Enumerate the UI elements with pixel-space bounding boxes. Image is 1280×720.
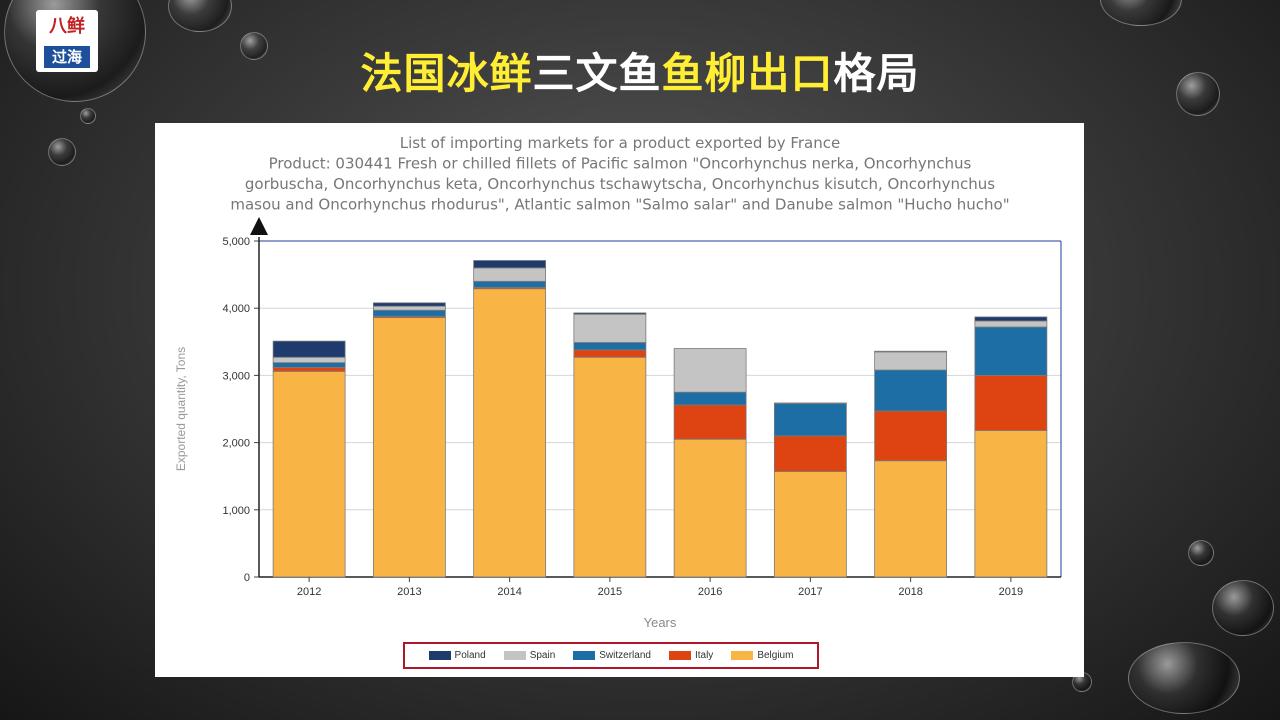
bar-segment-switzerland	[473, 280, 547, 288]
slide-title-part: 三文鱼	[532, 49, 662, 98]
brand-logo: 八鲜 过海	[36, 10, 98, 72]
water-drop-decoration	[1212, 580, 1274, 636]
bar-segment-switzerland	[773, 403, 847, 437]
water-drop-decoration	[1176, 72, 1220, 116]
legend-label: Poland	[454, 650, 486, 661]
water-drop-decoration	[1188, 540, 1214, 566]
bar-segment-poland	[272, 340, 346, 358]
bar-segment-italy	[573, 349, 647, 358]
bar-segment-belgium	[974, 430, 1048, 578]
bar-segment-spain	[874, 351, 948, 371]
bar-segment-switzerland	[272, 362, 346, 368]
bar-segment-switzerland	[372, 309, 446, 317]
bar-segment-spain	[573, 313, 647, 343]
y-tick-label: 1,000	[222, 505, 250, 517]
y-tick-label: 5,000	[222, 236, 250, 248]
y-axis-arrow-icon	[250, 217, 268, 235]
legend-swatch	[428, 651, 451, 660]
bar-segment-belgium	[673, 438, 747, 578]
bar-segment-italy	[874, 410, 948, 462]
water-drop-decoration	[48, 138, 76, 166]
x-tick-label: 2014	[497, 586, 521, 598]
bar-segment-italy	[773, 435, 847, 472]
slide-title-part: 鱼柳出口	[661, 49, 834, 98]
x-tick-label: 2016	[698, 586, 722, 598]
x-axis-label: Years	[644, 615, 677, 630]
bar-segment-italy	[974, 374, 1048, 431]
bar-segment-switzerland	[974, 326, 1048, 376]
chart-legend: Poland Spain Switzerland Italy Belgium	[403, 642, 819, 669]
bar-segment-poland	[974, 316, 1048, 322]
bar-segment-spain	[673, 348, 747, 393]
bar-segment-belgium	[573, 356, 647, 578]
logo-text-bottom: 过海	[44, 46, 90, 68]
y-tick-label: 2,000	[222, 438, 250, 450]
water-drop-decoration	[240, 32, 268, 60]
bar-segment-poland	[874, 350, 948, 353]
water-drop-decoration	[1100, 0, 1182, 26]
y-tick-label: 3,000	[222, 370, 250, 382]
bar-segment-belgium	[773, 471, 847, 578]
x-tick-label: 2015	[598, 586, 622, 598]
slide-title: 法国冰鲜三文鱼鱼柳出口格局	[0, 40, 1280, 101]
bar-segment-poland	[473, 260, 547, 269]
bar-segment-italy	[673, 404, 747, 440]
bar-segment-poland	[372, 302, 446, 307]
bar-segment-spain	[272, 356, 346, 364]
chart-panel: List of importing markets for a product …	[155, 123, 1084, 677]
water-drop-decoration	[168, 0, 232, 32]
chart-title-line: Product: 030441 Fresh or chilled fillets…	[269, 155, 972, 173]
y-tick-label: 4,000	[222, 303, 250, 315]
x-tick-label: 2012	[297, 586, 321, 598]
bar-segment-belgium	[874, 460, 948, 578]
legend-swatch	[668, 651, 691, 660]
legend-item-belgium: Belgium	[731, 650, 793, 661]
y-tick-label: 0	[244, 572, 250, 584]
stacked-bar-chart: List of importing markets for a product …	[174, 134, 1062, 630]
bar-segment-switzerland	[874, 369, 948, 412]
x-tick-label: 2018	[898, 586, 922, 598]
legend-label: Italy	[694, 650, 714, 661]
legend-item-poland: Poland	[428, 650, 486, 661]
y-axis-label: Exported quantity, Tons	[174, 347, 188, 471]
legend-swatch	[731, 651, 754, 660]
bar-segment-switzerland	[673, 391, 747, 406]
bar-segment-poland	[573, 312, 647, 315]
legend-item-italy: Italy	[668, 650, 714, 661]
x-tick-label: 2013	[397, 586, 421, 598]
water-drop-decoration	[1128, 642, 1240, 714]
bar-segment-poland	[773, 402, 847, 405]
water-drop-decoration	[80, 108, 96, 124]
bar-segment-switzerland	[573, 342, 647, 351]
chart-title-line: List of importing markets for a product …	[400, 134, 841, 152]
bar-segment-italy	[272, 366, 346, 372]
logo-text-top: 八鲜	[49, 16, 85, 37]
bar-segment-spain	[473, 267, 547, 282]
legend-swatch	[573, 651, 596, 660]
legend-item-spain: Spain	[503, 650, 556, 661]
legend-label: Belgium	[757, 650, 794, 661]
legend-swatch	[503, 651, 526, 660]
legend-label: Spain	[529, 650, 556, 661]
slide-title-part: 格局	[833, 49, 920, 98]
legend-label: Switzerland	[599, 650, 651, 661]
x-tick-label: 2017	[798, 586, 822, 598]
slide-title-part: 法国冰鲜	[360, 49, 533, 98]
legend-item-switzerland: Switzerland	[573, 650, 651, 661]
bar-segment-belgium	[372, 317, 446, 578]
bar-segment-belgium	[473, 288, 547, 578]
chart-title-line: gorbuscha, Oncorhynchus keta, Oncorhynch…	[245, 175, 995, 193]
x-tick-label: 2019	[999, 586, 1023, 598]
bar-segment-spain	[372, 305, 446, 311]
chart-title-line: masou and Oncorhynchus rhodurus", Atlant…	[230, 196, 1009, 214]
bar-segment-belgium	[272, 370, 346, 578]
bar-segment-spain	[974, 320, 1048, 328]
